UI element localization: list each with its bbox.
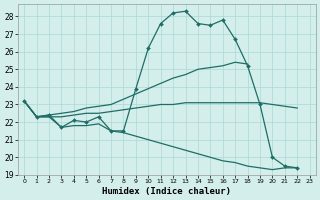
X-axis label: Humidex (Indice chaleur): Humidex (Indice chaleur) — [102, 187, 231, 196]
